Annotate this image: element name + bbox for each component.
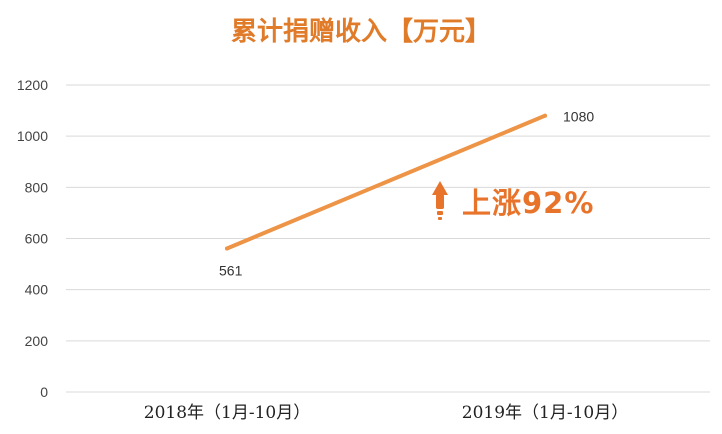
y-axis: 0 200 400 600 800 1000 1200 [17, 77, 48, 400]
data-labels: 561 1080 [219, 109, 594, 279]
y-tick-label: 400 [25, 282, 49, 298]
data-point [225, 246, 229, 251]
chart-title: 累计捐赠收入【万元】 [231, 16, 491, 47]
increase-annotation: 上涨92% [462, 186, 594, 220]
data-label: 561 [219, 262, 243, 278]
grid [66, 84, 710, 393]
data-point [543, 113, 547, 118]
data-label: 1080 [563, 109, 594, 125]
x-axis: 2018年（1月-10月） 2019年（1月-10月） [144, 403, 628, 423]
up-arrow-icon [432, 181, 448, 220]
y-tick-label: 600 [25, 231, 49, 247]
annotation-group: 上涨92% [432, 181, 594, 220]
series-layer [225, 113, 547, 251]
y-tick-label: 0 [40, 384, 48, 400]
y-tick-label: 200 [25, 333, 49, 349]
x-tick-label: 2019年（1月-10月） [462, 403, 628, 423]
x-tick-label: 2018年（1月-10月） [144, 403, 310, 423]
series-line [225, 113, 547, 251]
y-tick-label: 800 [25, 179, 49, 195]
y-tick-label: 1200 [17, 77, 48, 93]
y-tick-label: 1000 [17, 128, 48, 144]
